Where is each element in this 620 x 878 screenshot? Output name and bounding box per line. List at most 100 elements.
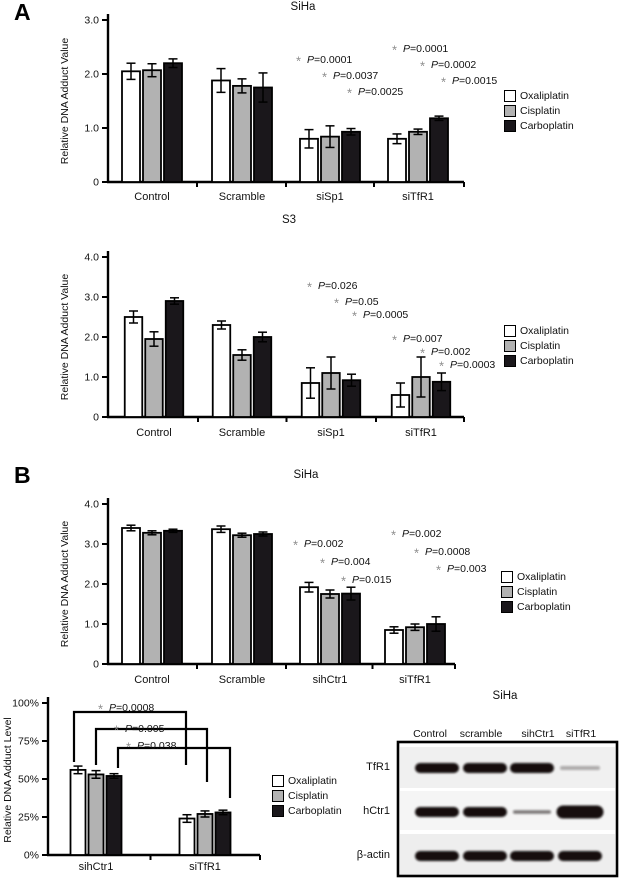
legend-item-cisplatin: Cisplatin <box>501 586 571 598</box>
significance-annotation: P=0.007 <box>403 333 443 345</box>
legend-item-oxaliplatin: Oxaliplatin <box>504 325 574 337</box>
bar-cisplatin-Control <box>142 531 162 665</box>
bar-oxaliplatin-Scramble <box>211 528 231 665</box>
significance-star: * <box>126 740 131 755</box>
legend-b2: Oxaliplatin Cisplatin Carboplatin <box>272 775 342 820</box>
band-hCtr1-scramble <box>463 807 507 817</box>
y-tick-label: 4.0 <box>84 499 99 511</box>
bar-oxaliplatin-Control <box>121 527 141 665</box>
bar-cisplatin-Scramble <box>232 534 252 665</box>
significance-star: * <box>436 563 441 578</box>
category-label: sihCtr1 <box>79 861 114 873</box>
bar-carboplatin-Scramble <box>253 533 273 665</box>
category-label: Control <box>134 674 169 686</box>
legend-swatch <box>504 90 516 102</box>
bar-carboplatin-Control <box>163 529 183 665</box>
chart-b2: 0% 25% 50% 75% 100% sihCtr1 siTfR1 * P=0.0008 * P=… <box>12 697 261 873</box>
blot-lane-label-scramble: scramble <box>459 728 503 740</box>
y-tick-label: 100% <box>12 698 39 710</box>
legend-item-oxaliplatin: Oxaliplatin <box>272 775 342 787</box>
legend-item-carboplatin: Carboplatin <box>504 120 574 132</box>
y-tick-label: 1.0 <box>84 123 99 135</box>
category-label: siTfR1 <box>189 861 221 873</box>
legend-item-cisplatin: Cisplatin <box>504 105 574 117</box>
legend-item-carboplatin: Carboplatin <box>504 355 574 367</box>
significance-star: * <box>98 702 103 717</box>
legend-swatch <box>272 805 284 817</box>
bar-carboplatin-Control <box>163 62 183 183</box>
legend-label: Carboplatin <box>288 805 342 817</box>
chart-title-a2: S3 <box>281 214 297 226</box>
legend-label: Carboplatin <box>520 355 574 367</box>
blot-row-label-hCtr1: hCtr1 <box>363 805 390 817</box>
significance-star: * <box>334 296 339 311</box>
bar-carboplatin-Scramble <box>252 336 273 418</box>
band-TfR1-sihCtr1 <box>510 763 554 773</box>
y-tick-label: 3.0 <box>84 15 99 27</box>
bar-oxaliplatin-sihCtr1 <box>69 768 87 856</box>
significance-star: * <box>392 43 397 58</box>
legend-label: Cisplatin <box>517 586 558 598</box>
significance-annotation: P=0.0008 <box>425 546 470 558</box>
y-tick-label: 3.0 <box>84 292 99 304</box>
legend-label: Oxaliplatin <box>520 90 570 102</box>
bar-oxaliplatin-siTfR1 <box>387 137 407 183</box>
significance-star: * <box>341 574 346 589</box>
band-β-actin-scramble <box>463 851 507 861</box>
significance-star: * <box>347 86 352 101</box>
category-label: siTfR1 <box>402 191 434 203</box>
category-label: siTfR1 <box>405 427 437 439</box>
significance-star: * <box>414 546 419 561</box>
bar-carboplatin-sihCtr1 <box>341 592 361 665</box>
category-label: siTfR1 <box>399 674 431 686</box>
significance-annotation: P=0.0003 <box>450 359 495 371</box>
y-tick-label: 1.0 <box>84 372 99 384</box>
legend-item-carboplatin: Carboplatin <box>272 805 342 817</box>
significance-annotation: P=0.004 <box>331 556 371 568</box>
bar-carboplatin-siTfR1 <box>429 117 449 183</box>
significance-star: * <box>114 723 119 738</box>
bar-cisplatin-Control <box>144 338 164 418</box>
y-axis-label-a2: Relative DNA Adduct Value <box>59 273 71 401</box>
legend-swatch <box>504 120 516 132</box>
band-hCtr1-Control <box>415 807 459 817</box>
blot-lane-label-Control: Control <box>413 728 447 740</box>
significance-annotation: P=0.038 <box>137 740 177 752</box>
y-tick-label: 2.0 <box>84 332 99 344</box>
legend-swatch <box>504 355 516 367</box>
significance-annotation: P=0.05 <box>345 296 379 308</box>
y-axis-label-b1: Relative DNA Adduct Value <box>59 520 71 648</box>
bar-cisplatin-Control <box>142 69 162 183</box>
bar-oxaliplatin-Scramble <box>211 324 232 418</box>
legend-label: Oxaliplatin <box>288 775 338 787</box>
legend-label: Cisplatin <box>520 105 561 117</box>
chart-a1: 0 1.0 2.0 3.0 Control Scramble siSp1 siTfR1 * P=0… <box>84 14 497 203</box>
category-label: siSp1 <box>316 191 344 203</box>
bar-cisplatin-sihCtr1 <box>87 773 105 856</box>
category-label: Scramble <box>219 427 265 439</box>
legend-swatch <box>501 571 513 583</box>
blot-row-label-TfR1: TfR1 <box>366 761 390 773</box>
y-tick-label: 0 <box>93 412 99 424</box>
legend-item-cisplatin: Cisplatin <box>272 790 342 802</box>
significance-star: * <box>307 280 312 295</box>
bar-oxaliplatin-sihCtr1 <box>299 586 319 665</box>
bar-oxaliplatin-Control <box>121 70 141 183</box>
chart-a2: 0 1.0 2.0 3.0 4.0 Control Scramble siSp1 siTfR1 *… <box>84 251 495 439</box>
significance-star: * <box>392 333 397 348</box>
bar-cisplatin-siTfR1 <box>196 813 214 856</box>
legend-item-cisplatin: Cisplatin <box>504 340 574 352</box>
bar-oxaliplatin-siTfR1 <box>384 629 404 665</box>
legend-swatch <box>504 325 516 337</box>
bar-carboplatin-sihCtr1 <box>105 775 123 856</box>
significance-star: * <box>439 359 444 374</box>
y-tick-label: 4.0 <box>84 252 99 264</box>
significance-star: * <box>441 75 446 90</box>
significance-star: * <box>420 346 425 361</box>
category-label: Control <box>134 191 169 203</box>
significance-annotation: P=0.026 <box>318 280 358 292</box>
significance-annotation: P=0.0008 <box>109 702 154 714</box>
blot-row-label-β-actin: β-actin <box>356 849 390 861</box>
legend-swatch <box>272 775 284 787</box>
